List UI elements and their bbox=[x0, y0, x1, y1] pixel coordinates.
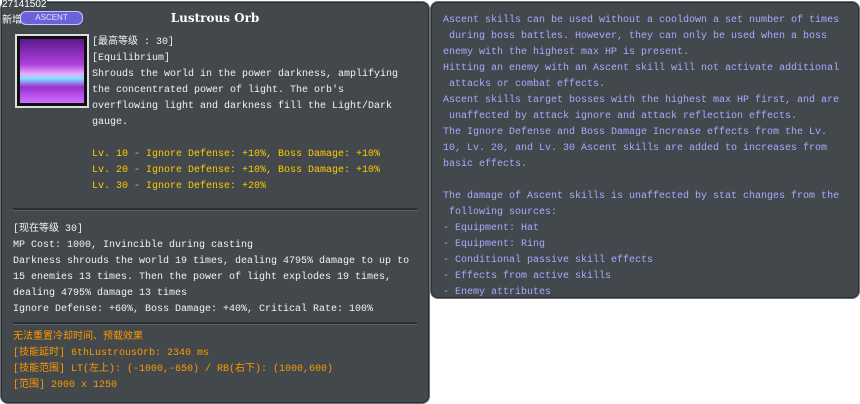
skill-title: Lustrous Orb bbox=[170, 11, 260, 25]
note-line: - Equipment: Hat bbox=[443, 223, 540, 234]
ascent-badge: ASCENT bbox=[20, 11, 83, 25]
info-line: [技能范围] LT(左上): (-1000,-650) / RB(右下): (1… bbox=[13, 364, 334, 375]
element: [Equilibrium] bbox=[92, 53, 171, 64]
note-line: attacks or combat effects. bbox=[443, 79, 606, 90]
info-line: [技能延时] 6thLustrousOrb: 2340 ms bbox=[13, 348, 210, 359]
skill-tooltip: Lustrous Orb [最高等级 : 30] [Equilibrium] S… bbox=[0, 1, 430, 404]
note-line: The Ignore Defense and Boss Damage Incre… bbox=[443, 127, 828, 138]
effect-line: Ignore Defense: +60%, Boss Damage: +40%,… bbox=[13, 304, 374, 315]
effect-line: Darkness shrouds the world 19 times, dea… bbox=[13, 256, 410, 267]
note-line: following sources: bbox=[443, 207, 558, 218]
note-line: 10, Lv. 20, and Lv. 30 Ascent skills are… bbox=[443, 143, 828, 154]
level-bonus: Lv. 20 - Ignore Defense: +10%, Boss Dama… bbox=[92, 165, 381, 176]
level-bonus: Lv. 30 - Ignore Defense: +20% bbox=[92, 181, 267, 192]
note-line: Ascent skills target bosses with the hig… bbox=[443, 95, 840, 106]
divider bbox=[13, 208, 417, 211]
note-line: - Conditional passive skill effects bbox=[443, 255, 654, 266]
level-bonus: Lv. 10 - Ignore Defense: +10%, Boss Dama… bbox=[92, 149, 381, 160]
effect-line: MP Cost: 1000, Invincible during casting bbox=[13, 240, 254, 251]
description-line: the concentrated power of light. The orb… bbox=[92, 85, 345, 96]
ascent-notes-panel: Ascent skills can be used without a cool… bbox=[430, 1, 860, 299]
note-line: basic effects. bbox=[443, 159, 528, 170]
divider bbox=[13, 322, 417, 325]
note-line: during boss battles. However, they can o… bbox=[443, 31, 828, 42]
info-line: [范围] 2000 x 1250 bbox=[13, 380, 118, 391]
note-line: enemy with the highest max HP is present… bbox=[443, 47, 690, 58]
note-line: Hitting an enemy with an Ascent skill wi… bbox=[443, 63, 840, 74]
skill-icon bbox=[15, 34, 89, 108]
note-line: - Equipment: Ring bbox=[443, 239, 546, 250]
effect-line: dealing 4795% damage 13 times bbox=[13, 288, 188, 299]
skill-id: 27141502 bbox=[2, 0, 47, 10]
current-level: [现在等级 30] bbox=[13, 224, 84, 235]
description-line: gauge. bbox=[92, 117, 129, 128]
description-line: Shrouds the world in the power darkness,… bbox=[92, 69, 399, 80]
new-label: 新增 bbox=[2, 15, 22, 26]
note-line: - Effects from active skills bbox=[443, 271, 612, 282]
note-line: The damage of Ascent skills is unaffecte… bbox=[443, 191, 840, 202]
max-level: [最高等级 : 30] bbox=[92, 37, 175, 48]
description-line: overflowing light and darkness fill the … bbox=[92, 101, 393, 112]
info-line: 无法重置冷却时间、预载效果 bbox=[13, 332, 143, 343]
effect-line: 15 enemies 13 times. Then the power of l… bbox=[13, 272, 392, 283]
note-line: - Enemy attributes bbox=[443, 287, 552, 298]
note-line: Ascent skills can be used without a cool… bbox=[443, 15, 840, 26]
note-line: unaffected by attack ignore and attack r… bbox=[443, 111, 798, 122]
